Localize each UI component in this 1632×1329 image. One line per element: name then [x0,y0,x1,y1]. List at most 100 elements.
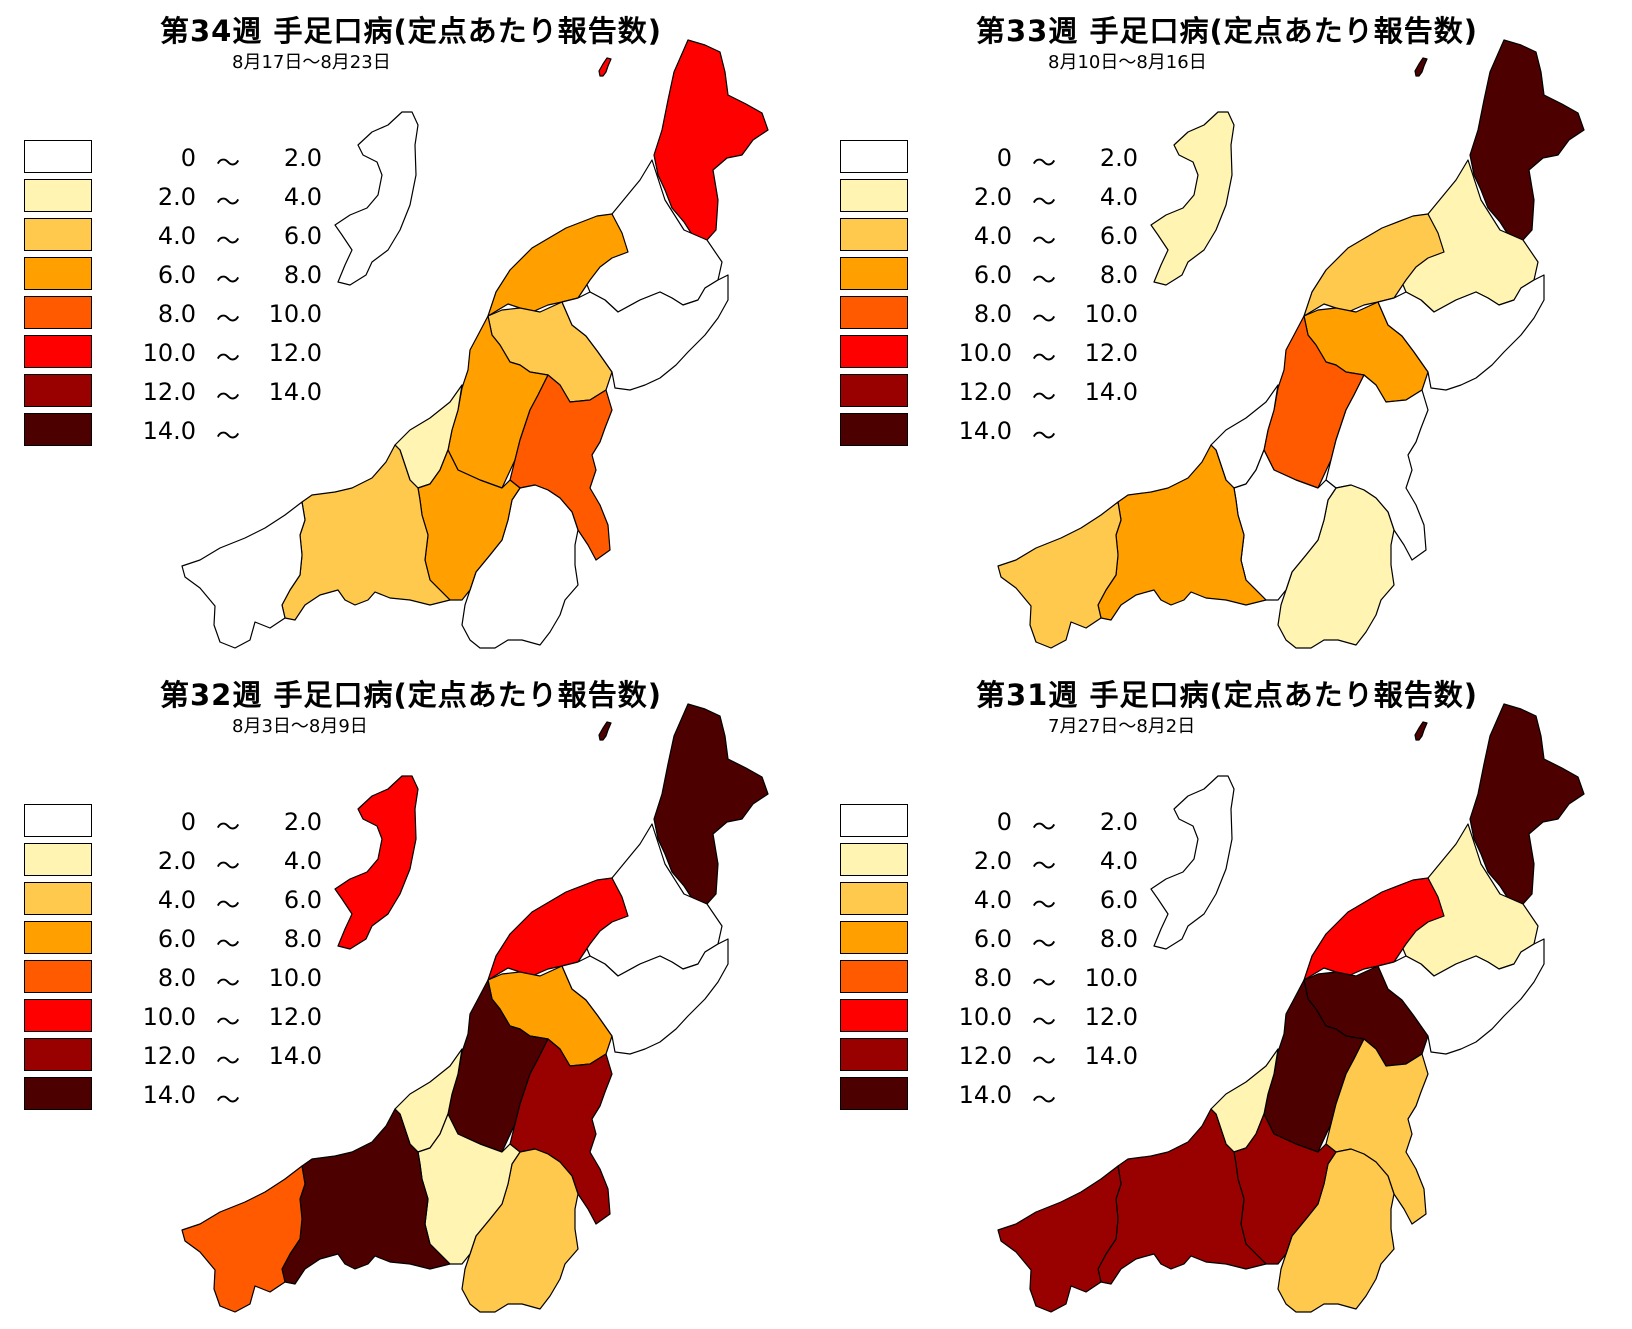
legend-swatch [840,882,908,915]
legend-to: 14.0 [268,1042,322,1070]
legend-to: 12.0 [268,339,322,367]
region-sado [1150,775,1235,950]
region-sanjo [447,315,549,489]
legend-to: 4.0 [1099,847,1138,875]
legend-swatch [24,179,92,212]
legend-from: 8.0 [157,964,196,992]
legend-from: 14.0 [958,1081,1012,1109]
legend-from: 6.0 [973,261,1012,289]
region-murakami [653,39,769,241]
legend-from: 12.0 [142,378,196,406]
legend-from: 8.0 [973,300,1012,328]
region-sado [1150,111,1235,286]
map-panel-4: 第31週 手足口病(定点あたり報告数) 7月27日～8月2日 0 ～ 2.0 2.0 ～… [816,664,1632,1328]
legend-tilde: ～ [216,383,240,411]
legend-from: 0 [996,808,1012,836]
legend-swatch [840,374,908,407]
legend-swatch [24,374,92,407]
legend-swatch [840,257,908,290]
region-murakami [1469,703,1585,905]
legend-to: 8.0 [283,261,322,289]
region-uonuma [1325,1038,1429,1225]
legend-to: 6.0 [283,886,322,914]
legend-tilde: ～ [1032,813,1056,841]
legend-tilde: ～ [216,344,240,372]
legend-swatch [840,218,908,251]
legend-swatch [840,804,908,837]
legend-tilde: ～ [1032,1086,1056,1114]
legend-to: 2.0 [283,808,322,836]
legend-from: 14.0 [142,417,196,445]
legend-tilde: ～ [216,422,240,450]
region-itoigawa [997,501,1122,649]
region-agano [561,274,729,391]
region-awashima [598,721,612,741]
map-panel-1: 第34週 手足口病(定点あたり報告数) 8月17日～8月23日 0 ～ 2.0 2.0… [0,0,816,664]
legend-swatch [24,960,92,993]
niigata-map [997,39,1585,649]
legend-swatch [24,882,92,915]
panel-date: 8月3日～8月9日 [232,716,368,737]
legend-from: 12.0 [142,1042,196,1070]
legend-to: 12.0 [1084,1003,1138,1031]
legend-to: 6.0 [1099,886,1138,914]
panel-date: 8月10日～8月16日 [1048,52,1207,73]
legend-tilde: ～ [216,891,240,919]
legend-to: 8.0 [1099,261,1138,289]
legend-from: 2.0 [157,847,196,875]
legend-from: 10.0 [958,1003,1012,1031]
region-sanjo [447,979,549,1153]
legend-from: 2.0 [973,847,1012,875]
region-awashima [1414,721,1428,741]
region-sado [334,775,419,950]
region-agano [1377,938,1545,1055]
legend-from: 12.0 [958,1042,1012,1070]
legend-tilde: ～ [1032,969,1056,997]
legend-swatch [24,218,92,251]
legend-tilde: ～ [216,305,240,333]
legend-from: 14.0 [142,1081,196,1109]
legend-to: 10.0 [268,964,322,992]
legend-from: 6.0 [973,925,1012,953]
panel-date: 8月17日～8月23日 [232,52,391,73]
legend-swatch [840,999,908,1032]
legend-swatch [24,140,92,173]
map-panel-3: 第32週 手足口病(定点あたり報告数) 8月3日～8月9日 0 ～ 2.0 2.0 ～ 4… [0,664,816,1328]
legend-tilde: ～ [1032,266,1056,294]
legend-from: 10.0 [142,339,196,367]
legend-tilde: ～ [1032,227,1056,255]
legend-swatch [840,179,908,212]
panel-date: 7月27日～8月2日 [1048,716,1196,737]
region-awashima [598,57,612,77]
legend-swatch [840,1077,908,1110]
legend-to: 4.0 [1099,183,1138,211]
legend-tilde: ～ [1032,930,1056,958]
legend-from: 6.0 [157,925,196,953]
legend-swatch [24,413,92,446]
legend-swatch [24,335,92,368]
legend-swatch [840,1038,908,1071]
legend-from: 10.0 [958,339,1012,367]
legend-from: 2.0 [157,183,196,211]
legend-swatch [24,921,92,954]
legend-swatch [24,257,92,290]
panel-title: 第31週 手足口病(定点あたり報告数) [976,678,1478,712]
legend-from: 0 [180,808,196,836]
legend-tilde: ～ [216,266,240,294]
legend-tilde: ～ [216,1086,240,1114]
legend-tilde: ～ [1032,422,1056,450]
panel-title: 第33週 手足口病(定点あたり報告数) [976,14,1478,48]
region-agano [1377,274,1545,391]
region-sado [334,111,419,286]
legend-tilde: ～ [216,227,240,255]
legend-tilde: ～ [216,149,240,177]
legend-from: 12.0 [958,378,1012,406]
legend-swatch [24,296,92,329]
region-itoigawa [181,501,306,649]
legend-from: 4.0 [973,886,1012,914]
region-sanjo [1263,315,1365,489]
legend-to: 4.0 [283,183,322,211]
legend-swatch [840,335,908,368]
legend-swatch [840,960,908,993]
legend-swatch [24,1077,92,1110]
